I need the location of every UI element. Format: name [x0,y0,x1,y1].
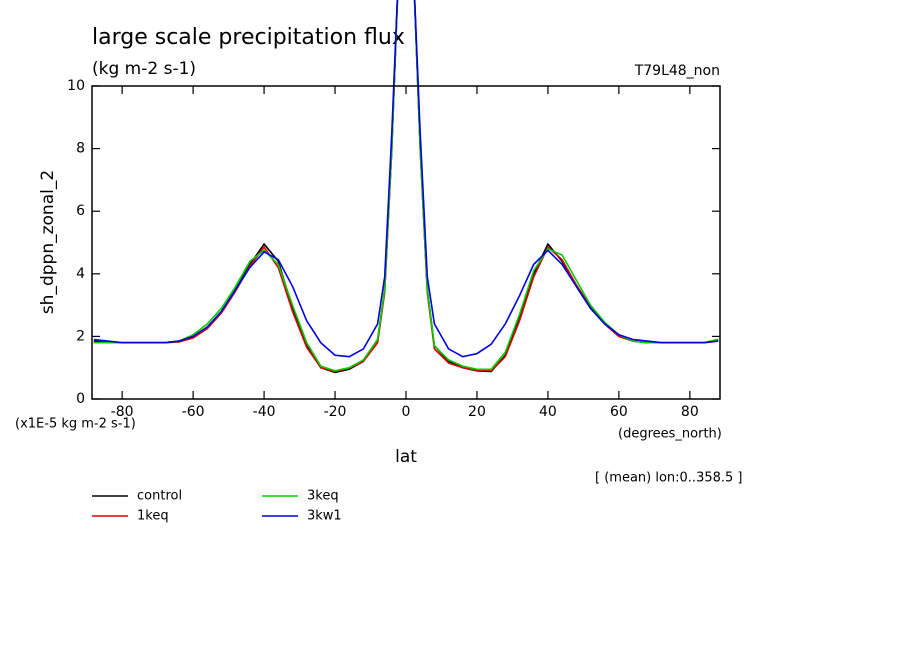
x-tick-label: 40 [539,404,557,420]
x-tick-label: -80 [111,404,134,420]
x-tick-label: 20 [468,404,486,420]
chart-subtitle: (kg m-2 s-1) [92,59,196,79]
x-units: (degrees_north) [618,427,722,442]
y-tick-label: 0 [76,391,85,407]
series-line [93,0,719,374]
footnote: [ (mean) lon:0..358.5 ] [595,471,743,486]
x-tick-label: 80 [681,404,699,420]
legend-label: 3keq [307,489,339,504]
y-tick-label: 8 [76,141,85,157]
y-units: (x1E-5 kg m-2 s-1) [15,417,136,432]
y-tick-label: 2 [76,328,85,344]
x-axis-label: lat [395,447,417,467]
series-line [93,0,719,372]
series-line [93,0,719,358]
series-line [93,0,719,373]
legend-label: control [137,489,182,504]
plot-lines [93,0,719,374]
x-tick-label: 0 [402,404,411,420]
y-tick-label: 10 [67,78,85,94]
chart-title: large scale precipitation flux [92,25,405,50]
x-tick-label: 60 [610,404,628,420]
x-tick-label: -20 [324,404,347,420]
y-axis-label: sh_dppn_zonal_2 [38,170,58,314]
x-tick-label: -40 [253,404,276,420]
plot-frame [91,85,721,400]
y-tick-label: 4 [76,266,85,282]
legend-label: 1keq [137,509,169,524]
run-label: T79L48_non [634,63,720,79]
y-tick-label: 6 [76,203,85,219]
x-tick-label: -60 [182,404,205,420]
legend-label: 3kw1 [307,509,342,524]
